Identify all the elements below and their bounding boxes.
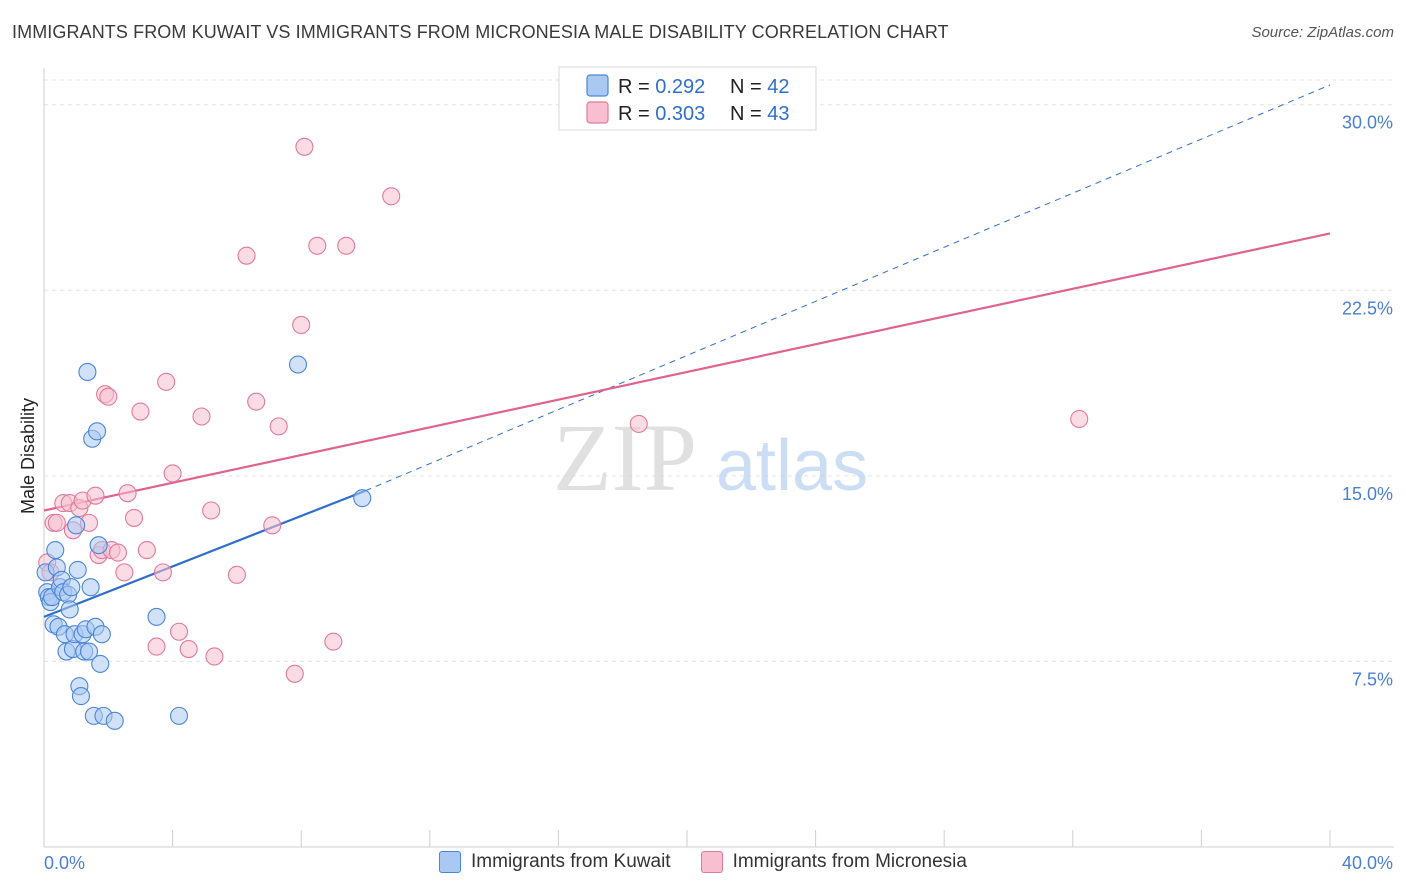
point-micronesia-25 [163, 464, 182, 483]
point-micronesia-42 [382, 187, 401, 206]
trend-line-kuwait-extension [365, 84, 1331, 492]
point-kuwait-26 [78, 362, 97, 382]
point-kuwait-28 [81, 578, 100, 597]
point-kuwait-22 [71, 687, 91, 706]
point-kuwait-27 [79, 642, 99, 661]
watermark: ZIP atlas [553, 404, 868, 511]
legend-item-kuwait[interactable]: Immigrants from Kuwait [439, 851, 671, 873]
point-micronesia-19 [124, 508, 144, 527]
y-tick-label-3: 30.0% [1342, 113, 1393, 133]
point-kuwait-16 [62, 578, 81, 597]
point-kuwait-39 [169, 706, 189, 725]
point-micronesia-36 [285, 664, 304, 683]
point-kuwait-19 [67, 516, 86, 535]
legend-n-label-micronesia: N = [730, 103, 767, 125]
y-axis-title: Male Disability [18, 398, 38, 514]
point-kuwait-34 [91, 654, 110, 673]
point-micronesia-26 [169, 622, 189, 641]
legend-r-value-kuwait: 0.292 [655, 76, 705, 98]
watermark-atlas: atlas [716, 426, 868, 506]
legend-item-micronesia[interactable]: Immigrants from Micronesia [700, 851, 967, 873]
watermark-zip: ZIP [553, 404, 697, 511]
point-micronesia-30 [205, 647, 224, 666]
legend-r-label-kuwait: R = [618, 76, 655, 98]
svg-text:N = 43: N = 43 [730, 103, 790, 125]
point-micronesia-10 [86, 486, 105, 505]
legend-swatch-micronesia [586, 101, 609, 124]
point-micronesia-37 [292, 315, 311, 334]
point-kuwait-37 [105, 711, 124, 730]
legend-n-label-kuwait: N = [730, 76, 767, 98]
point-micronesia-29 [202, 501, 221, 520]
point-kuwait-35 [92, 625, 111, 644]
data-points [36, 137, 1089, 730]
point-micronesia-14 [99, 387, 118, 406]
legend-n-value-micronesia: 43 [767, 103, 789, 125]
legend-swatch-kuwait [586, 74, 609, 97]
point-micronesia-27 [179, 640, 198, 659]
chart-title: IMMIGRANTS FROM KUWAIT VS IMMIGRANTS FRO… [12, 22, 949, 42]
legend-n-value-kuwait: 42 [767, 76, 789, 98]
point-micronesia-44 [1070, 409, 1089, 429]
point-micronesia-22 [147, 637, 166, 656]
y-tick-label-1: 15.0% [1342, 484, 1393, 504]
series-legend: Immigrants from Kuwait Immigrants from M… [0, 851, 1406, 873]
point-kuwait-40 [288, 355, 308, 374]
point-micronesia-31 [227, 565, 246, 584]
point-kuwait-32 [87, 422, 107, 441]
point-micronesia-21 [137, 541, 156, 560]
point-micronesia-18 [118, 484, 137, 503]
point-kuwait-15 [60, 600, 79, 619]
y-tick-labels: 7.5% 15.0% 22.5% 30.0% [1342, 113, 1393, 690]
stats-legend: R = 0.292 N = 42 R = 0.303 N = 43 [558, 66, 817, 131]
point-micronesia-16 [108, 543, 127, 562]
legend-r-value-micronesia: 0.303 [655, 103, 705, 125]
point-micronesia-33 [247, 392, 266, 411]
legend-label-micronesia: Immigrants from Micronesia [732, 851, 967, 872]
legend-label-kuwait: Immigrants from Kuwait [471, 851, 671, 872]
point-micronesia-28 [192, 407, 211, 426]
point-kuwait-20 [68, 560, 87, 579]
svg-text:N = 42: N = 42 [730, 76, 790, 98]
y-tick-label-2: 22.5% [1342, 298, 1393, 318]
point-micronesia-39 [308, 236, 327, 255]
legend-swatch-micronesia-bottom [700, 851, 723, 873]
gridlines [44, 79, 1394, 662]
x-tick-label-max: 40.0% [1342, 853, 1393, 873]
trend-lines [43, 84, 1331, 618]
point-micronesia-35 [269, 417, 288, 436]
point-micronesia-38 [295, 137, 314, 156]
trend-line-micronesia [43, 232, 1331, 512]
point-micronesia-34 [263, 516, 282, 535]
point-micronesia-3 [47, 513, 66, 532]
point-micronesia-17 [115, 563, 134, 582]
point-micronesia-41 [337, 236, 356, 255]
legend-r-label-micronesia: R = [618, 103, 655, 125]
x-tick-label-min: 0.0% [44, 853, 85, 873]
point-kuwait-41 [353, 489, 372, 508]
point-kuwait-33 [89, 536, 108, 555]
point-micronesia-43 [629, 414, 648, 433]
point-micronesia-20 [131, 402, 150, 421]
point-micronesia-32 [237, 246, 256, 265]
axes [43, 68, 1394, 848]
svg-text:R = 0.303: R = 0.303 [618, 103, 705, 125]
point-kuwait-38 [147, 607, 166, 626]
x-tick-labels: 0.0% 40.0% [44, 853, 1393, 873]
legend-swatch-kuwait-bottom [439, 851, 462, 873]
point-micronesia-24 [157, 372, 176, 391]
source-credit: Source: ZipAtlas.com [1251, 24, 1394, 41]
y-tick-label-0: 7.5% [1352, 669, 1393, 689]
point-micronesia-23 [153, 563, 173, 582]
point-kuwait-6 [46, 541, 65, 560]
svg-text:R = 0.292: R = 0.292 [618, 76, 705, 98]
point-micronesia-40 [324, 632, 343, 651]
trend-line-kuwait [43, 489, 366, 618]
